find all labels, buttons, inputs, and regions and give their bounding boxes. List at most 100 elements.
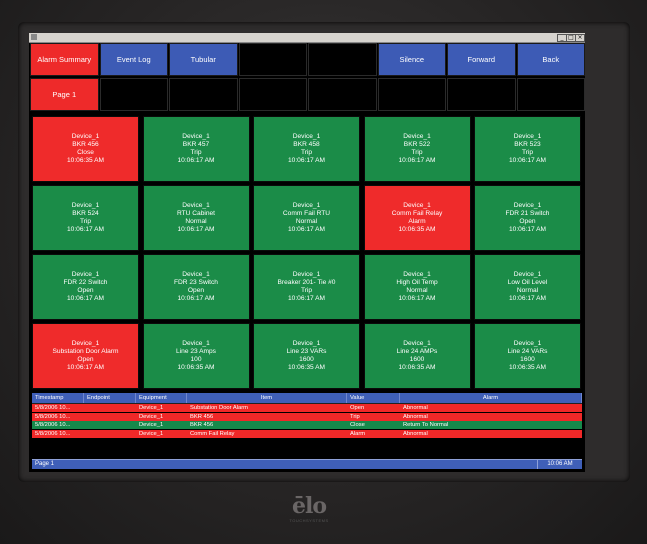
logo-subtext: TOUCHSYSTEMS — [289, 518, 329, 523]
device-tile[interactable]: Device_1 RTU Cabinet Normal 10:06:17 AM — [142, 185, 250, 251]
device-tile[interactable]: Device_1 BKR 522 Trip 10:06:17 AM — [363, 116, 471, 182]
device-tile[interactable]: Device_1 FDR 23 Switch Open 10:06:17 AM — [142, 254, 250, 320]
forward-button[interactable]: Forward — [447, 43, 516, 76]
logo-text: ēlo — [291, 493, 327, 519]
device-tile[interactable]: Device_1 FDR 21 Switch Open 10:06:17 AM — [474, 185, 581, 251]
tile-device: Device_1 — [292, 271, 321, 279]
tile-name: BKR 524 — [72, 210, 99, 218]
device-tile[interactable]: Device_1 BKR 524 Trip 10:06:17 AM — [32, 185, 139, 251]
silence-button[interactable]: Silence — [377, 43, 446, 76]
tile-name: BKR 523 — [514, 141, 541, 149]
device-tile[interactable]: Device_1 BKR 457 Trip 10:06:17 AM — [142, 116, 250, 182]
tile-device: Device_1 — [71, 340, 100, 348]
device-tile[interactable]: Device_1 High Oil Temp Normal 10:06:17 AM — [363, 254, 471, 320]
tile-device: Device_1 — [182, 202, 210, 210]
back-button[interactable]: Back — [516, 43, 585, 76]
window-titlebar: _ □ × — [29, 33, 585, 43]
tile-device: Device_1 — [71, 133, 100, 141]
tile-time: 10:06:35 AM — [287, 363, 326, 371]
hmi-screen: _ □ × Alarm Summary Event Log Tubular Silen… — [29, 33, 585, 472]
column-header-value[interactable]: Value — [347, 393, 400, 403]
alarm-summary-button[interactable]: Alarm Summary — [30, 43, 99, 76]
tile-device: Device_1 — [182, 340, 210, 348]
tile-time: 10:06:17 AM — [66, 363, 105, 371]
tile-time: 10:06:35 AM — [508, 363, 547, 371]
empty-nav-slot — [99, 78, 168, 111]
column-header-endpoint[interactable]: Endpoint — [84, 393, 136, 403]
cell-endpoint — [84, 430, 136, 438]
tile-state: 1600 — [520, 356, 535, 363]
cell-timestamp: 5/8/2006 10... — [35, 413, 71, 420]
event-log-button[interactable]: Event Log — [99, 43, 168, 76]
tile-state: Normal — [516, 287, 539, 294]
cell-equipment: Device_1 — [139, 430, 164, 437]
empty-nav-slot — [516, 78, 585, 111]
tile-time: 10:06:17 AM — [508, 225, 547, 233]
device-tile[interactable]: Device_1 Line 24 VARs 1600 10:06:35 AM — [474, 323, 581, 389]
cell-item: Substation Door Alarm — [190, 405, 248, 411]
tile-state: Alarm — [408, 218, 426, 225]
tile-device: Device_1 — [513, 202, 542, 210]
table-row[interactable]: 5/8/2006 10... Device_1 BKR 456 Close Return… — [32, 421, 582, 429]
tile-name: BKR 456 — [72, 141, 99, 149]
tile-state: Open — [187, 287, 205, 294]
device-tile[interactable]: Device_1 Low Oil Level Normal 10:06:17 AM — [474, 254, 581, 320]
tile-state: Trip — [79, 218, 92, 225]
tile-name: Line 24 AMPs — [396, 348, 438, 356]
device-tile[interactable]: Device_1 Line 23 Amps 100 10:06:35 AM — [142, 323, 250, 389]
device-tile[interactable]: Device_1 Comm Fail RTU Normal 10:06:17 AM — [253, 185, 360, 251]
tile-state: Trip — [190, 149, 202, 156]
tile-time: 10:06:17 AM — [66, 294, 105, 302]
cell-alarm: Abnormal — [403, 405, 428, 411]
tile-state: Close — [77, 149, 94, 156]
tile-time: 10:06:17 AM — [398, 156, 436, 164]
tile-name: Line 23 Amps — [176, 348, 216, 356]
cell-endpoint — [84, 421, 136, 429]
device-tile[interactable]: Device_1 Line 24 AMPs 1600 10:06:35 AM — [363, 323, 471, 389]
table-row[interactable]: 5/8/2006 10... Device_1 Substation Door Al… — [32, 404, 582, 412]
tile-name: Comm Fail RTU — [282, 210, 331, 218]
tile-device: Device_1 — [513, 340, 542, 348]
status-clock: 10:06 AM — [537, 460, 582, 469]
close-button[interactable]: × — [575, 34, 585, 42]
device-tile[interactable]: Device_1 BKR 456 Close 10:06:35 AM — [32, 116, 139, 182]
tile-device: Device_1 — [403, 340, 431, 348]
tile-device: Device_1 — [182, 133, 210, 141]
elo-logo: ēlo TOUCHSYSTEMS — [289, 494, 329, 526]
nav-row-2: Page 1 — [29, 78, 585, 113]
table-row[interactable]: 5/8/2006 10... Device_1 BKR 456 Trip Abnorma… — [32, 412, 582, 421]
tile-name: Line 23 VARs — [286, 348, 327, 356]
tile-time: 10:06:17 AM — [398, 294, 436, 302]
tile-state: Trip — [411, 149, 423, 156]
tile-state: 1600 — [299, 356, 314, 363]
tile-time: 10:06:35 AM — [398, 225, 436, 233]
tile-name: BKR 522 — [403, 141, 431, 149]
column-header-timestamp[interactable]: Timestamp — [32, 393, 84, 403]
tile-name: BKR 458 — [293, 141, 320, 149]
status-page-label: Page 1 — [35, 461, 55, 467]
empty-nav-slot — [377, 78, 446, 111]
device-tile[interactable]: Device_1 Substation Door Alarm Open 10:06:1… — [32, 323, 139, 389]
tile-device: Device_1 — [182, 271, 210, 279]
device-tile[interactable]: Device_1 Breaker 201- Tie #0 Trip 10:06:17 … — [253, 254, 360, 320]
column-header-equipment[interactable]: Equipment — [136, 393, 187, 403]
tile-name: Breaker 201- Tie #0 — [277, 279, 336, 287]
device-tile[interactable]: Device_1 BKR 523 Trip 10:06:17 AM — [474, 116, 581, 182]
cell-item: BKR 456 — [190, 413, 214, 420]
device-tile[interactable]: Device_1 Comm Fail Relay Alarm 10:06:35 AM — [363, 185, 471, 251]
tile-name: Low Oil Level — [507, 279, 548, 287]
cell-endpoint — [84, 413, 136, 421]
tile-state: Trip — [300, 149, 313, 156]
cell-value: Open — [350, 405, 365, 411]
table-row[interactable]: 5/8/2006 10... Device_1 Comm Fail Relay Ala… — [32, 429, 582, 438]
device-tile[interactable]: Device_1 FDR 22 Switch Open 10:06:17 AM — [32, 254, 139, 320]
cell-timestamp: 5/8/2006 10... — [35, 430, 71, 437]
column-header-item[interactable]: Item — [187, 393, 347, 403]
tile-state: Open — [77, 356, 94, 363]
device-tile[interactable]: Device_1 BKR 458 Trip 10:06:17 AM — [253, 116, 360, 182]
empty-nav-slot — [238, 43, 307, 76]
page-1-button[interactable]: Page 1 — [30, 78, 99, 111]
device-tile[interactable]: Device_1 Line 23 VARs 1600 10:06:35 AM — [253, 323, 360, 389]
column-header-alarm[interactable]: Alarm — [400, 393, 582, 403]
tubular-button[interactable]: Tubular — [169, 43, 238, 76]
